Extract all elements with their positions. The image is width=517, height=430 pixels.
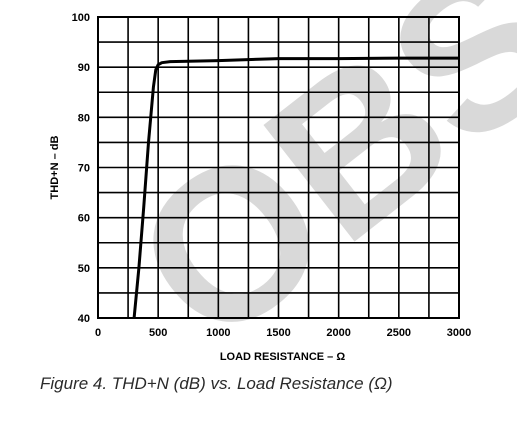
y-axis-ticks: 40 50 60 70 80 90 100	[72, 12, 90, 325]
thdn-vs-load-chart: OBS 40 50 60 70 80 90 100 0 500 1000 1500 2000 2500…	[49, 0, 517, 370]
y-axis-label: THD+N – dB	[49, 136, 61, 200]
y-tick-label: 40	[78, 313, 90, 325]
grid	[97, 16, 460, 319]
x-tick-label: 1000	[206, 327, 230, 339]
y-tick-label: 80	[78, 112, 90, 124]
y-tick-label: 100	[72, 12, 90, 24]
x-tick-label: 0	[95, 327, 101, 339]
x-axis-ticks: 0 500 1000 1500 2000 2500 3000	[95, 327, 471, 339]
x-axis-label: LOAD RESISTANCE – Ω	[220, 351, 346, 363]
y-tick-label: 90	[78, 62, 90, 74]
y-tick-label: 70	[78, 163, 90, 175]
figure-caption: Figure 4. THD+N (dB) vs. Load Resistance…	[40, 374, 393, 393]
x-tick-label: 500	[149, 327, 167, 339]
y-tick-label: 50	[78, 263, 90, 275]
x-tick-label: 1500	[266, 327, 290, 339]
x-tick-label: 2000	[326, 327, 350, 339]
plot-frame	[97, 16, 460, 319]
watermark: OBS	[91, 0, 517, 370]
x-tick-label: 2500	[387, 327, 411, 339]
y-tick-label: 60	[78, 213, 90, 225]
series-layer	[132, 56, 459, 319]
watermark-text: OBS	[91, 0, 517, 370]
x-tick-label: 3000	[447, 327, 471, 339]
series-line	[132, 56, 459, 319]
